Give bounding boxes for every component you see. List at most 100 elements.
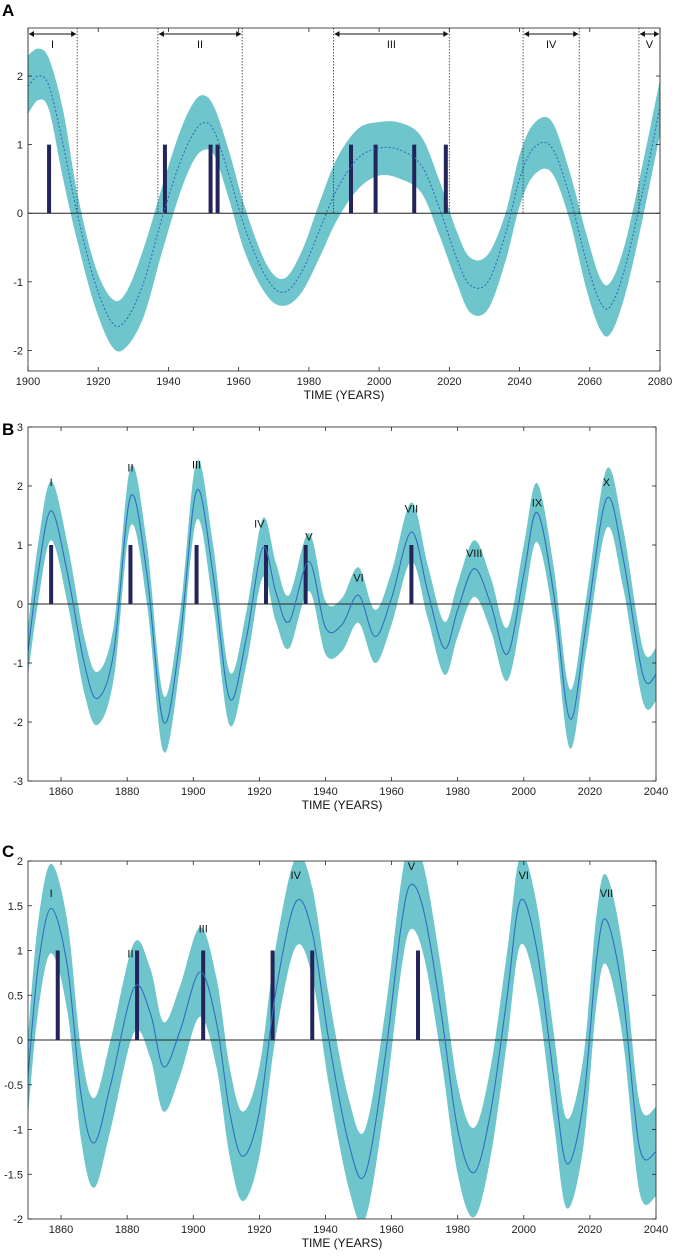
panel-b-peak-label-6: VII xyxy=(405,504,418,516)
panel-a-uncertainty-band xyxy=(28,48,660,352)
panel-b-xtick-label-3: 1920 xyxy=(247,786,271,798)
panel-b-peak-label-3: IV xyxy=(254,518,265,530)
panel-b-ytick-label-5: 2 xyxy=(17,481,23,493)
panel-a-event-bar-2 xyxy=(208,144,213,214)
panel-c-event-bar-0 xyxy=(55,950,60,1040)
panel-c-ytick-label-3: -0.5 xyxy=(4,1080,23,1092)
panel-b-peak-label-2: III xyxy=(192,459,201,471)
panel-c-peak-label-4: V xyxy=(408,861,416,873)
panel-c-xtick-label-7: 2000 xyxy=(512,1224,536,1236)
panel-a-x-axis-label: TIME (YEARS) xyxy=(304,388,385,402)
panel-b-peak-label-4: V xyxy=(305,531,313,543)
panel-c-peak-label-3: IV xyxy=(291,870,302,882)
panel-b-event-bar-5 xyxy=(409,545,414,604)
panel-c-xtick-label-1: 1880 xyxy=(115,1224,139,1236)
panel-a-mean-line xyxy=(28,75,660,328)
panel-a-xtick-label-4: 1980 xyxy=(297,376,321,388)
region-label: IV xyxy=(546,39,557,51)
panel-a-xtick-label-9: 2080 xyxy=(648,376,672,388)
panel-a-event-bar-3 xyxy=(215,144,220,214)
region-arrow-left-head xyxy=(29,31,34,37)
region-label: I xyxy=(51,39,54,51)
panel-a-ytick-label-1: -1 xyxy=(13,277,23,289)
panel-b-x-axis-label: TIME (YEARS) xyxy=(302,798,383,812)
panel-c-x-axis-label: TIME (YEARS) xyxy=(302,1236,383,1250)
panel-c-peak-label-6: VII xyxy=(600,888,613,900)
panel-a-event-bar-1 xyxy=(162,144,167,214)
panel-b-event-bar-0 xyxy=(49,545,54,604)
panel-c-event-bar-4 xyxy=(310,950,315,1040)
panel-b-event-bar-4 xyxy=(303,545,308,604)
panel-b-event-bar-3 xyxy=(263,545,268,604)
panel-c-event-bar-1 xyxy=(135,950,140,1040)
region-label: V xyxy=(646,39,654,51)
panel-b-ytick-label-1: -2 xyxy=(13,717,23,729)
panel-b-peak-label-9: X xyxy=(603,477,611,489)
region-arrow-right-head xyxy=(236,31,242,37)
panel-a-xtick-label-7: 2040 xyxy=(507,376,531,388)
panel-c-ytick-label-7: 1.5 xyxy=(8,901,23,913)
panel-b-mean-line xyxy=(28,488,656,724)
panel-b-xtick-label-9: 2040 xyxy=(644,786,668,798)
panel-c-peak-label-1: II xyxy=(127,949,133,961)
panel-b-xtick-label-8: 2020 xyxy=(578,786,602,798)
panel-a-xtick-label-5: 2000 xyxy=(367,376,391,388)
panel-a-letter: A xyxy=(2,1,14,20)
panel-c-mean-line xyxy=(28,883,656,1180)
panel-b-ytick-label-3: 0 xyxy=(17,599,23,611)
panel-c-ytick-label-8: 2 xyxy=(17,856,23,868)
panel-a-event-bar-4 xyxy=(349,144,354,214)
panel-c-xtick-label-2: 1900 xyxy=(181,1224,205,1236)
panel-b-event-bar-1 xyxy=(128,545,133,604)
panel-a-plot-area xyxy=(28,48,660,352)
region-arrow-right-head xyxy=(443,31,449,37)
panel-c-xtick-label-5: 1960 xyxy=(379,1224,403,1236)
panel-b-peak-label-5: VI xyxy=(353,573,363,585)
panel-c-xtick-label-3: 1920 xyxy=(247,1224,271,1236)
panel-a-ytick-label-0: -2 xyxy=(13,345,23,357)
panel-a-event-bar-7 xyxy=(443,144,448,214)
panel-c-peak-label-2: III xyxy=(199,924,208,936)
panel-a-event-bar-0 xyxy=(47,144,52,214)
panel-c-ytick-label-0: -2 xyxy=(13,1214,23,1226)
panel-b-ytick-label-4: 1 xyxy=(17,540,23,552)
panel-a-event-bar-6 xyxy=(412,144,417,214)
panel-b-ytick-label-0: -3 xyxy=(13,776,23,788)
panel-c-letter: C xyxy=(2,842,14,861)
panel-a-ytick-label-4: 2 xyxy=(17,71,23,83)
panel-a-event-bar-5 xyxy=(373,144,378,214)
panel-a-region-3: IV xyxy=(522,28,580,214)
panel-c-plot-area xyxy=(28,861,656,1219)
panel-b-peak-label-8: IX xyxy=(532,498,543,510)
panel-c-xtick-label-9: 2040 xyxy=(644,1224,668,1236)
panel-a-xtick-label-6: 2020 xyxy=(437,376,461,388)
panel-c-xtick-label-4: 1940 xyxy=(313,1224,337,1236)
panel-c-xtick-label-8: 2020 xyxy=(578,1224,602,1236)
panel-a-region-1: II xyxy=(157,28,243,214)
panel-a-xtick-label-1: 1920 xyxy=(86,376,110,388)
panel-c-ytick-label-4: 0 xyxy=(17,1035,23,1047)
panel-a-ytick-label-2: 0 xyxy=(17,208,23,220)
region-arrow-left-head xyxy=(334,31,340,37)
panel-b-ytick-label-2: -1 xyxy=(13,658,23,670)
panel-b-letter: B xyxy=(2,420,14,439)
panel-a-xtick-label-8: 2060 xyxy=(578,376,602,388)
panel-b-xtick-label-2: 1900 xyxy=(181,786,205,798)
region-label: II xyxy=(197,39,203,51)
panel-c-peak-label-5: VI xyxy=(519,870,529,882)
panel-c-xtick-label-6: 1980 xyxy=(445,1224,469,1236)
panel-c-event-bar-2 xyxy=(201,950,206,1040)
panel-b-uncertainty-band xyxy=(28,459,656,753)
panel-c-ytick-label-1: -1.5 xyxy=(4,1169,23,1181)
region-arrow-left-head xyxy=(639,31,645,37)
panel-c-ytick-label-2: -1 xyxy=(13,1125,23,1137)
panel-c-event-bar-3 xyxy=(270,950,275,1040)
panel-c-xtick-label-0: 1860 xyxy=(49,1224,73,1236)
panel-b-ytick-label-6: 3 xyxy=(17,422,23,434)
region-arrow-left-head xyxy=(524,31,530,37)
region-arrow-right-head xyxy=(654,31,659,37)
panel-b-peak-label-7: VIII xyxy=(466,548,483,560)
